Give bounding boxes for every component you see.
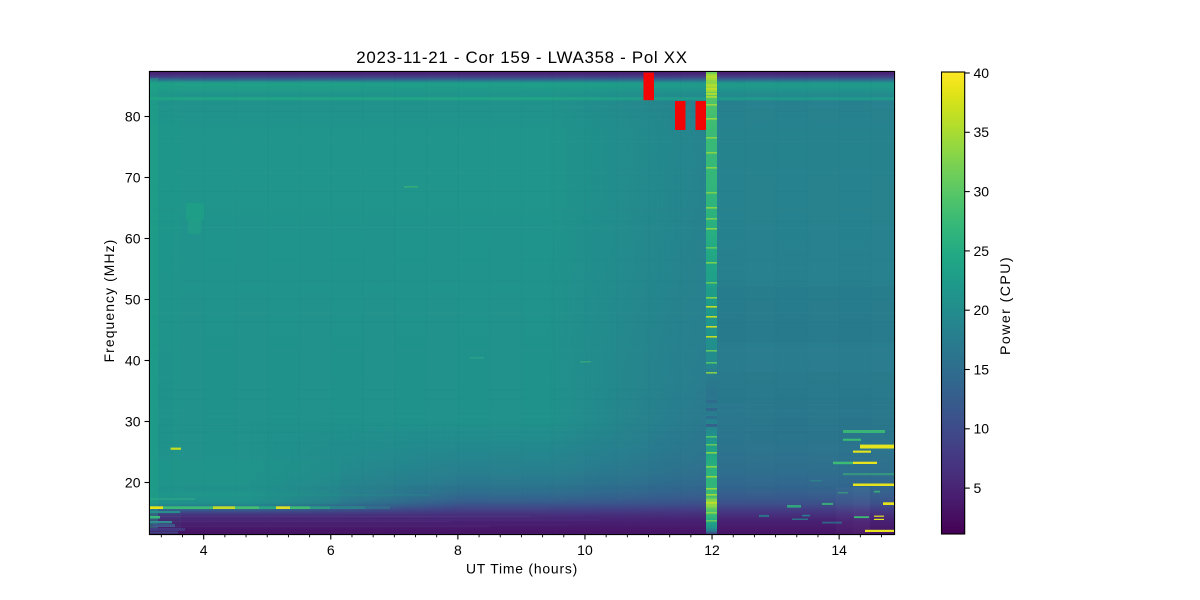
svg-text:14: 14 [831,542,847,558]
svg-text:UT Time (hours): UT Time (hours) [466,561,578,577]
svg-text:40: 40 [125,352,141,368]
svg-text:50: 50 [125,291,141,307]
svg-text:35: 35 [974,124,990,140]
svg-text:10: 10 [577,542,593,558]
svg-text:20: 20 [125,474,141,490]
svg-text:2023-11-21 - Cor 159 - LWA358: 2023-11-21 - Cor 159 - LWA358 - Pol XX [356,48,687,67]
svg-text:15: 15 [974,361,990,377]
svg-text:40: 40 [974,65,990,81]
svg-text:8: 8 [454,542,462,558]
svg-text:4: 4 [200,542,208,558]
svg-text:20: 20 [974,302,990,318]
svg-text:80: 80 [125,108,141,124]
svg-text:25: 25 [974,243,990,259]
svg-text:Power (CPU): Power (CPU) [998,256,1014,355]
svg-text:6: 6 [327,542,335,558]
svg-text:70: 70 [125,169,141,185]
svg-text:12: 12 [704,542,720,558]
svg-text:Frequency (MHz): Frequency (MHz) [101,239,117,363]
svg-text:30: 30 [974,184,990,200]
svg-text:30: 30 [125,413,141,429]
svg-text:60: 60 [125,230,141,246]
svg-text:5: 5 [974,480,982,496]
svg-text:10: 10 [974,421,990,437]
